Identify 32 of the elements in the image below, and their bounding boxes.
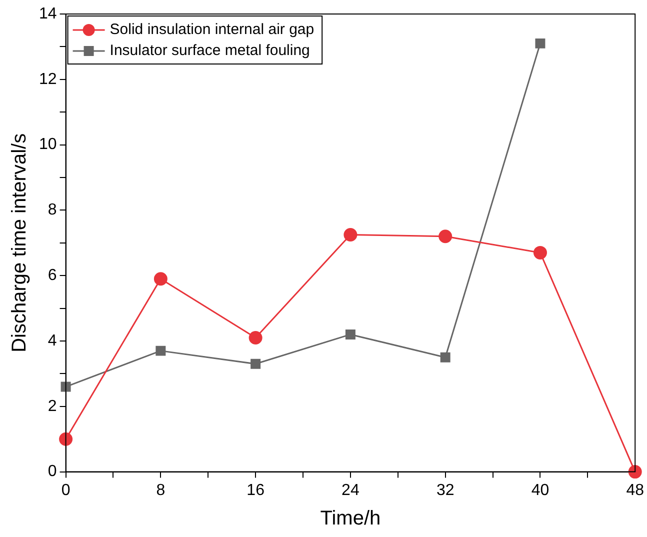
y-tick-label: 4 [48,332,57,350]
point [344,228,358,242]
y-tick-label: 8 [48,202,57,219]
point [248,330,262,344]
x-axis-title: Time/h [320,508,381,530]
point [345,329,356,340]
x-tick-label: 16 [246,482,265,499]
x-tick-label: 0 [61,482,70,499]
y-tick-label: 2 [48,398,57,415]
y-tick-label: 10 [39,136,57,154]
y-axis-title: Discharge time interval/s [8,133,31,352]
y-tick-label: 12 [39,70,57,88]
x-tick-label: 32 [436,482,454,499]
x-tick-label: 40 [531,482,550,499]
legend-label: Solid insulation internal air gap [110,21,314,38]
point [59,432,73,446]
y-tick-label: 0 [48,463,57,480]
point [535,38,546,48]
point [440,352,450,362]
point [533,246,547,260]
point [628,465,642,479]
x-tick-label: 24 [342,482,360,499]
point [156,346,166,356]
point [438,230,452,244]
y-tick-label: 14 [39,5,57,22]
y-tick-label: 6 [48,267,57,284]
point [154,272,168,286]
point [250,358,261,369]
point [60,382,71,392]
x-tick-label: 48 [626,482,644,499]
legend-label: Insulator surface metal fouling [110,42,310,60]
x-tick-label: 8 [156,482,166,499]
